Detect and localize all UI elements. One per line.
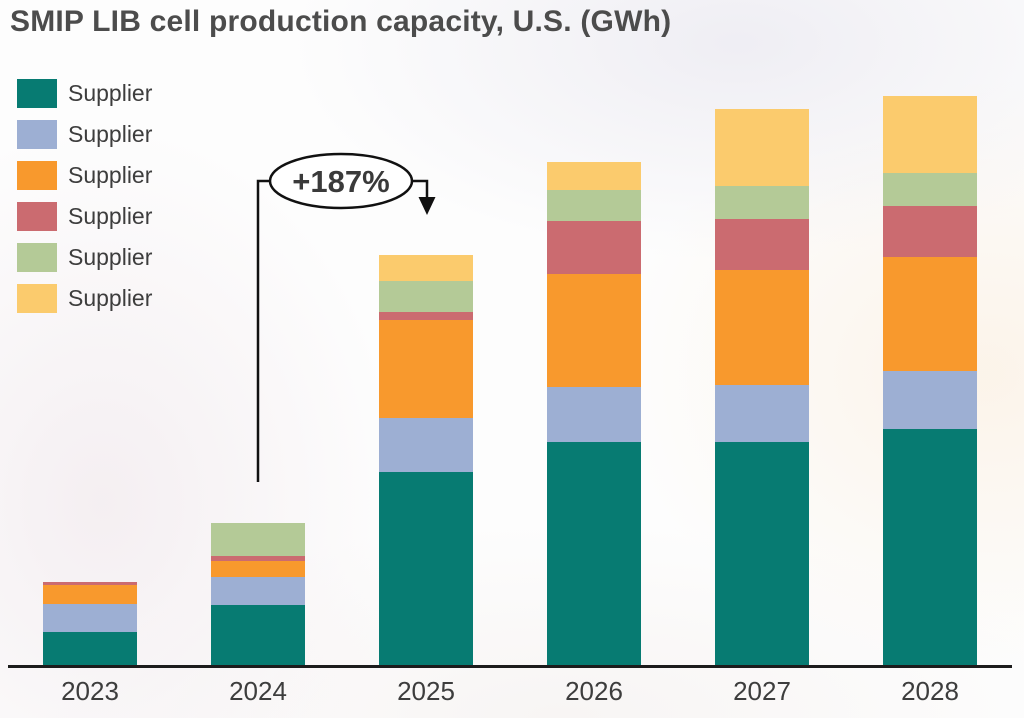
bar-segment-2027-supplier-yellow- <box>715 109 809 186</box>
bar-segment-2028-supplier-green- <box>883 173 977 206</box>
bar-segment-2028-supplier-teal- <box>883 429 977 666</box>
bar-segment-2028-supplier-rose- <box>883 206 977 257</box>
bar-segment-2027-supplier-rose- <box>715 219 809 270</box>
bar-segment-2026-supplier-green- <box>547 190 641 221</box>
bar-segment-2026-supplier-orange- <box>547 274 641 387</box>
chart-title: SMIP LIB cell production capacity, U.S. … <box>10 5 672 38</box>
x-axis-line <box>8 665 1012 668</box>
bar-segment-2025-supplier-teal- <box>379 472 473 666</box>
bar-segment-2024-supplier-orange- <box>211 561 305 577</box>
legend-label: Supplier <box>68 121 153 147</box>
bar-segment-2026-supplier-teal- <box>547 442 641 666</box>
bar-2027 <box>715 109 809 666</box>
legend-item-5: Supplier <box>17 237 152 278</box>
legend-label: Supplier <box>68 285 153 311</box>
legend-swatch-icon <box>17 79 57 108</box>
bar-segment-2025-supplier-yellow- <box>379 255 473 281</box>
bar-segment-2025-supplier-green- <box>379 281 473 312</box>
bar-2028 <box>883 96 977 666</box>
bar-segment-2028-supplier-orange- <box>883 257 977 371</box>
bar-segment-2026-supplier-rose- <box>547 221 641 274</box>
legend-swatch-icon <box>17 120 57 149</box>
bar-segment-2024-supplier-rose- <box>211 556 305 561</box>
legend-item-3: Supplier <box>17 155 152 196</box>
bar-segment-2027-supplier-teal- <box>715 442 809 666</box>
bar-segment-2027-supplier-green- <box>715 186 809 219</box>
bar-segment-2026-supplier-light-blue- <box>547 387 641 442</box>
legend-label: Supplier <box>68 162 153 188</box>
bar-segment-2026-supplier-yellow- <box>547 162 641 190</box>
x-axis-label-2023: 2023 <box>61 676 119 706</box>
legend-label: Supplier <box>68 244 153 270</box>
bar-segment-2024-supplier-green- <box>211 523 305 556</box>
bar-segment-2024-supplier-light-blue- <box>211 577 305 605</box>
bar-segment-2025-supplier-orange- <box>379 320 473 418</box>
legend-item-6: Supplier <box>17 278 152 319</box>
bar-segment-2023-supplier-teal- <box>43 632 137 666</box>
bar-segment-2025-supplier-light-blue- <box>379 418 473 472</box>
x-axis-label-2028: 2028 <box>901 676 959 706</box>
x-axis-label-2024: 2024 <box>229 676 287 706</box>
legend-label: Supplier <box>68 80 153 106</box>
legend-swatch-icon <box>17 161 57 190</box>
x-axis-label-2025: 2025 <box>397 676 455 706</box>
x-axis-label-2026: 2026 <box>565 676 623 706</box>
legend-swatch-icon <box>17 284 57 313</box>
bar-2026 <box>547 162 641 666</box>
bar-segment-2025-supplier-rose- <box>379 312 473 320</box>
legend-swatch-icon <box>17 243 57 272</box>
bar-segment-2028-supplier-light-blue- <box>883 371 977 429</box>
bar-segment-2027-supplier-light-blue- <box>715 385 809 442</box>
legend: Supplier Supplier Supplier Supplier Supplier… <box>17 73 152 319</box>
bars-area <box>43 96 977 666</box>
x-axis-label-2027: 2027 <box>733 676 791 706</box>
legend-item-1: Supplier <box>17 73 152 114</box>
bar-segment-2028-supplier-yellow- <box>883 96 977 173</box>
bar-segment-2024-supplier-teal- <box>211 605 305 666</box>
legend-item-4: Supplier <box>17 196 152 237</box>
bar-segment-2023-supplier-light-blue- <box>43 604 137 632</box>
bar-2023 <box>43 582 137 666</box>
bar-2024 <box>211 523 305 666</box>
bar-segment-2027-supplier-orange- <box>715 270 809 385</box>
legend-label: Supplier <box>68 203 153 229</box>
bar-segment-2023-supplier-rose- <box>43 582 137 585</box>
bar-segment-2023-supplier-orange- <box>43 585 137 604</box>
legend-item-2: Supplier <box>17 114 152 155</box>
legend-swatch-icon <box>17 202 57 231</box>
bar-2025 <box>379 255 473 666</box>
